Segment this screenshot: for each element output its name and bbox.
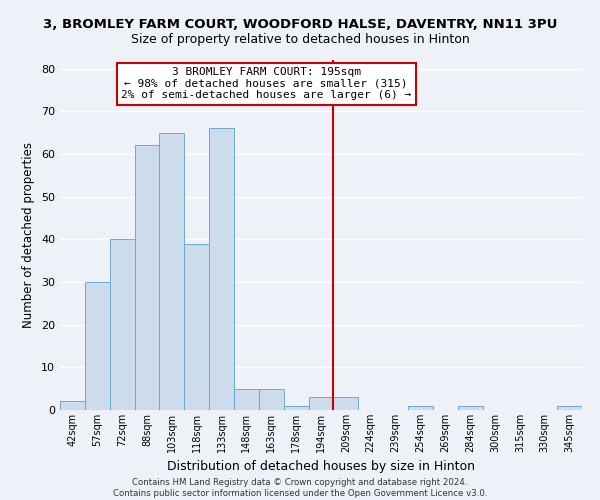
- Text: Contains HM Land Registry data © Crown copyright and database right 2024.
Contai: Contains HM Land Registry data © Crown c…: [113, 478, 487, 498]
- Text: Size of property relative to detached houses in Hinton: Size of property relative to detached ho…: [131, 32, 469, 46]
- Bar: [334, 397, 358, 410]
- Bar: [184, 244, 209, 410]
- X-axis label: Distribution of detached houses by size in Hinton: Distribution of detached houses by size …: [167, 460, 475, 473]
- Bar: [110, 240, 134, 410]
- Bar: [209, 128, 234, 410]
- Bar: [60, 402, 85, 410]
- Bar: [308, 397, 334, 410]
- Bar: [160, 132, 184, 410]
- Text: 3, BROMLEY FARM COURT, WOODFORD HALSE, DAVENTRY, NN11 3PU: 3, BROMLEY FARM COURT, WOODFORD HALSE, D…: [43, 18, 557, 30]
- Bar: [259, 388, 284, 410]
- Bar: [458, 406, 482, 410]
- Bar: [284, 406, 308, 410]
- Bar: [557, 406, 582, 410]
- Bar: [85, 282, 110, 410]
- Bar: [234, 388, 259, 410]
- Text: 3 BROMLEY FARM COURT: 195sqm
← 98% of detached houses are smaller (315)
2% of se: 3 BROMLEY FARM COURT: 195sqm ← 98% of de…: [121, 67, 412, 100]
- Bar: [134, 146, 160, 410]
- Bar: [408, 406, 433, 410]
- Y-axis label: Number of detached properties: Number of detached properties: [22, 142, 35, 328]
